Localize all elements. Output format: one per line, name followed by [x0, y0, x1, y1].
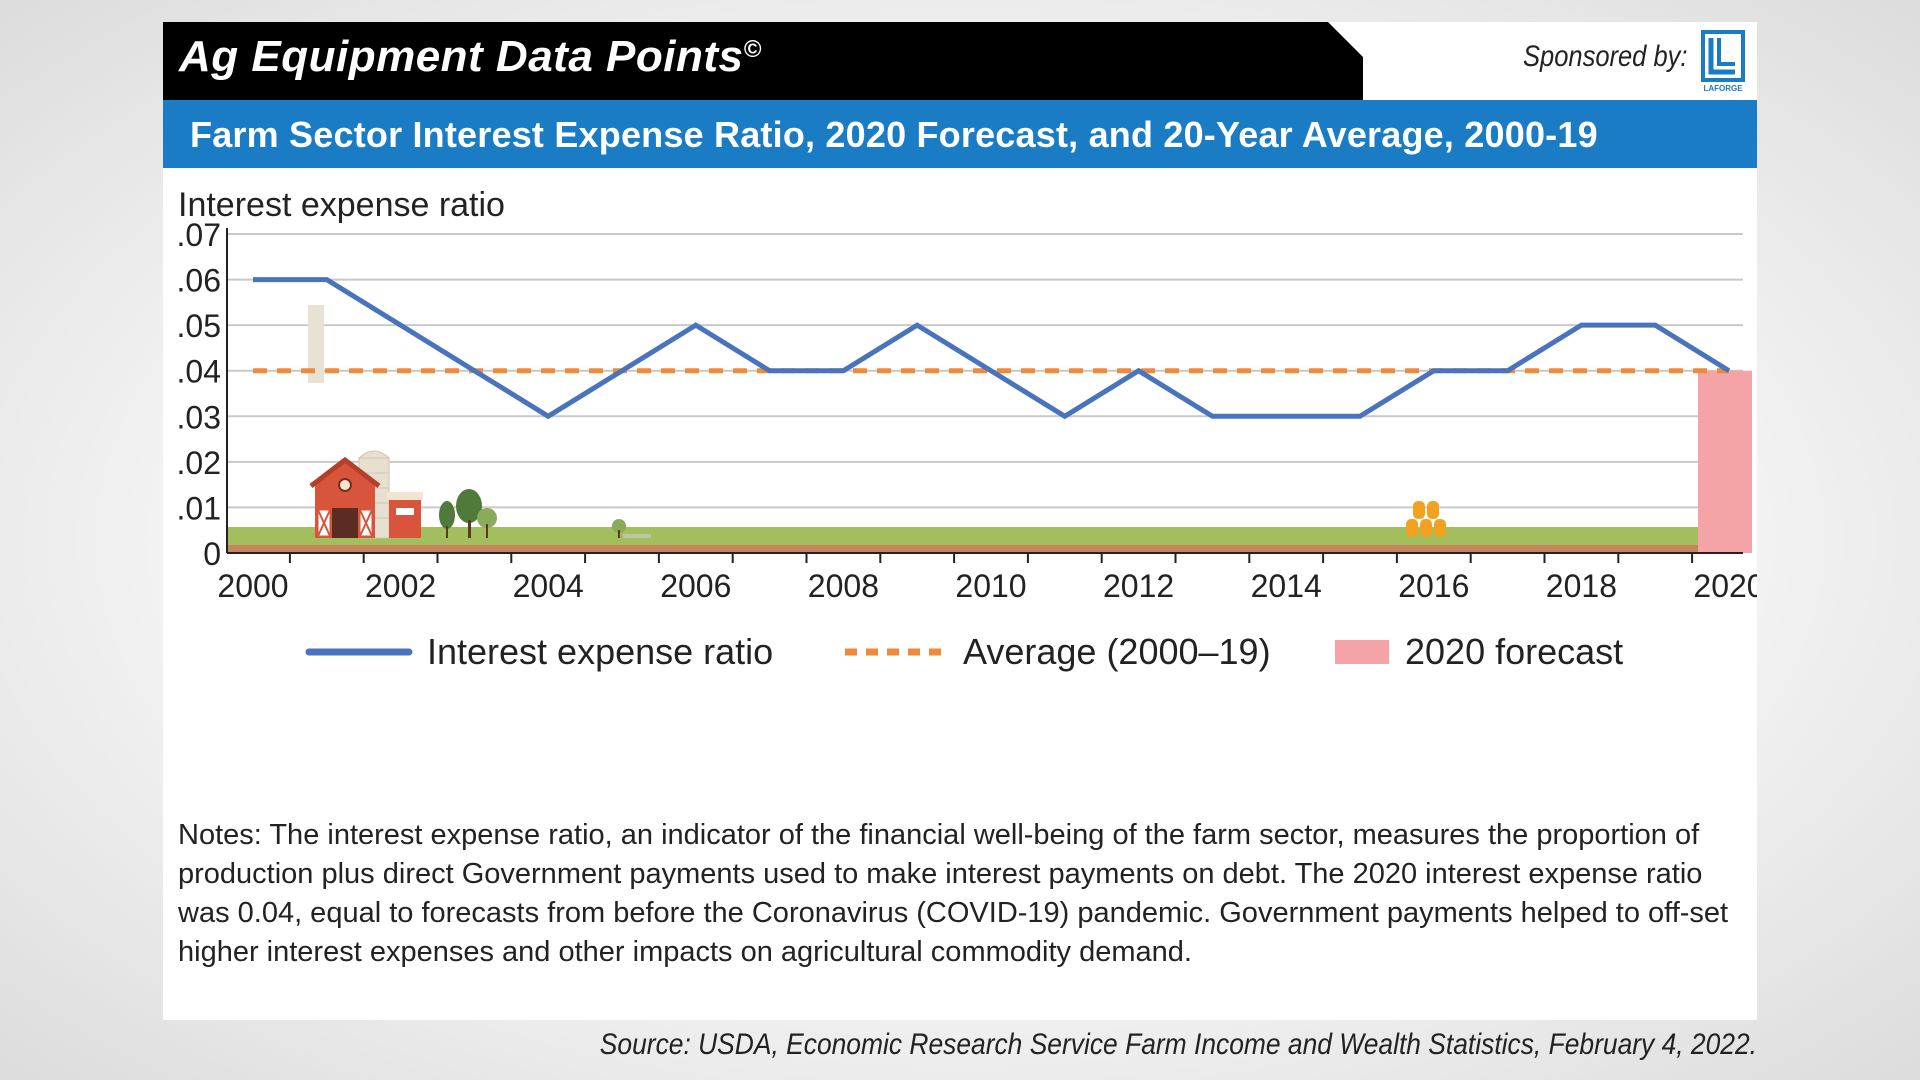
sponsor-area: Sponsored by: LAFORGE — [1363, 22, 1757, 100]
legend-label-average: Average (2000–19) — [963, 631, 1271, 672]
x-tick-label: 2004 — [513, 568, 584, 604]
y-tick-label: .02 — [177, 445, 221, 481]
tree-icon — [439, 489, 497, 538]
forecast-bar — [1698, 370, 1752, 553]
x-tick-label: 2006 — [660, 568, 731, 604]
x-tick-label: 2012 — [1103, 568, 1174, 604]
x-tick-label: 2020 — [1693, 568, 1757, 604]
copyright-mark: © — [743, 36, 762, 63]
x-tick-label: 2008 — [808, 568, 879, 604]
source-citation: Source: USDA, Economic Research Service … — [599, 1028, 1757, 1061]
gridlines — [227, 233, 1743, 553]
shed-icon — [387, 492, 423, 538]
y-tick-label: .04 — [177, 354, 221, 390]
legend: Interest expense ratio Average (2000–19) 2… — [305, 631, 1623, 672]
x-tick-label: 2016 — [1398, 568, 1469, 604]
chart-title: Farm Sector Interest Expense Ratio, 2020… — [190, 114, 1598, 155]
y-tick-label: .05 — [177, 308, 221, 344]
y-tick-label: 0 — [203, 536, 221, 572]
plant-icon — [612, 519, 651, 538]
barn-icon — [309, 456, 381, 538]
brand-header: Ag Equipment Data Points© — [163, 22, 1363, 100]
legend-swatch-forecast — [1335, 640, 1389, 664]
infographic-card: Ag Equipment Data Points© Sponsored by: … — [163, 22, 1757, 1020]
sponsor-label: Sponsored by: — [1522, 40, 1687, 73]
x-tick-label: 2002 — [365, 568, 436, 604]
ground-illustration — [308, 305, 324, 383]
barn-icon — [308, 305, 324, 383]
x-tick-label: 2018 — [1546, 568, 1617, 604]
farm-illustration — [309, 450, 1446, 539]
x-tick-label: 2014 — [1251, 568, 1322, 604]
legend-label-forecast: 2020 forecast — [1405, 631, 1623, 672]
y-tick-label: .07 — [177, 217, 221, 253]
brand-title: Ag Equipment Data Points© — [179, 32, 762, 81]
x-tick-label: 2000 — [217, 568, 288, 604]
y-axis-label: Interest expense ratio — [178, 186, 505, 224]
interest-ratio-line — [253, 277, 1731, 420]
line-chart: Interest expense ratio — [177, 186, 1757, 672]
axes: 0 .01 .02 .03 .04 .05 .06 .07 2000 2002 2004 2006 20… — [177, 217, 1757, 604]
title-bar: Farm Sector Interest Expense Ratio, 2020… — [163, 100, 1757, 168]
legend-label-ratio: Interest expense ratio — [427, 631, 773, 672]
y-tick-label: .03 — [177, 399, 221, 435]
logo-wordmark: LAFORGE — [1703, 84, 1743, 93]
chart-marks — [252, 277, 1752, 553]
chart-notes: Notes: The interest expense ratio, an in… — [178, 819, 1729, 968]
y-tick-label: .01 — [177, 490, 221, 526]
laforge-logo: LAFORGE — [1701, 30, 1745, 93]
x-tick-label: 2010 — [955, 568, 1026, 604]
soil-strip — [227, 545, 1743, 553]
y-tick-label: .06 — [177, 263, 221, 299]
hay-bales-icon — [1406, 501, 1446, 537]
grass-strip — [227, 527, 1743, 545]
